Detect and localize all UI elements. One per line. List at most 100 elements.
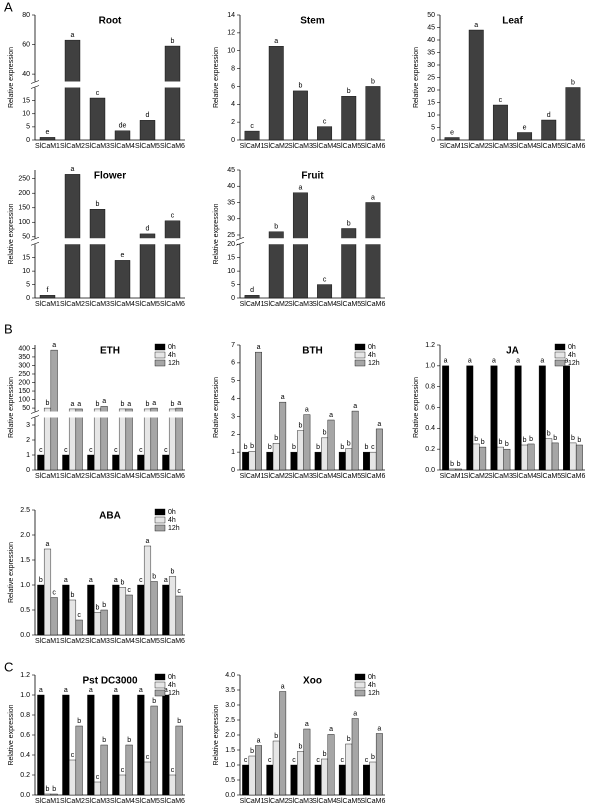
significance-letter: b	[250, 443, 254, 450]
legend-label: 0h	[368, 674, 376, 681]
y-axis-label: Relative expression	[413, 47, 420, 108]
x-tick-label: SlCaM4	[110, 798, 135, 805]
chart-title: Flower	[94, 171, 126, 182]
significance-letter: b	[121, 401, 125, 408]
bar	[112, 454, 120, 471]
significance-letter: b	[46, 786, 50, 793]
legend-swatch	[554, 351, 566, 359]
y-tick-label: 0	[26, 137, 30, 144]
significance-letter: b	[547, 431, 551, 438]
y-tick-label: 0.0	[20, 632, 30, 639]
y-tick-label: 50	[22, 234, 30, 241]
x-tick-label: SlCaM2	[60, 638, 85, 645]
y-tick-label: 20	[427, 87, 435, 94]
significance-letter: b	[96, 401, 100, 408]
significance-letter: b	[52, 786, 56, 793]
y-tick-label: 200	[18, 190, 30, 197]
y-tick-label: 0.8	[20, 712, 30, 719]
chart-title: Xoo	[303, 676, 322, 687]
significance-letter: a	[565, 358, 569, 365]
significance-letter: b	[323, 751, 327, 758]
y-tick-label: 0.6	[20, 732, 30, 739]
significance-letter: a	[64, 577, 68, 584]
significance-letter: a	[71, 166, 75, 173]
x-tick-label: SlCaM1	[240, 798, 265, 805]
significance-letter: a	[540, 358, 544, 365]
bar	[338, 764, 346, 796]
bar	[89, 97, 106, 141]
bar	[143, 761, 152, 796]
y-tick-label: 0	[26, 467, 30, 474]
bar	[62, 694, 70, 796]
x-tick-label: SlCaM4	[110, 143, 135, 150]
bar	[563, 365, 570, 471]
x-tick-label: SlCaM6	[160, 301, 185, 308]
significance-letter: c	[71, 752, 75, 759]
bar	[527, 443, 535, 471]
significance-letter: a	[516, 358, 520, 365]
y-axis-label: Relative expression	[213, 704, 220, 765]
significance-letter: b	[171, 401, 175, 408]
x-tick-label: SlCaM4	[312, 143, 337, 150]
x-tick-label: SlCaM2	[60, 798, 85, 805]
y-tick-label: 0.0	[20, 792, 30, 799]
x-tick-label: SlCaM2	[464, 143, 489, 150]
x-tick-label: SlCaM6	[160, 473, 185, 480]
y-axis-label: Relative expression	[8, 377, 15, 438]
significance-letter: b	[152, 573, 156, 580]
break-mark	[235, 241, 245, 246]
bar	[266, 764, 274, 796]
bar	[248, 451, 256, 471]
y-tick-label: 30	[427, 62, 435, 69]
significance-letter: b	[127, 737, 131, 744]
x-tick-label: SlCaM5	[135, 143, 160, 150]
significance-letter: c	[292, 757, 296, 764]
y-tick-label: 40	[22, 71, 30, 78]
significance-letter: c	[177, 588, 181, 595]
y-tick-label: 0.2	[20, 772, 30, 779]
bar	[139, 233, 156, 299]
significance-letter: de	[119, 123, 127, 130]
bar	[43, 793, 52, 796]
bar	[375, 428, 383, 471]
x-tick-label: SlCaM4	[110, 638, 135, 645]
bar	[93, 612, 102, 636]
legend-swatch	[154, 359, 166, 367]
significance-letter: c	[127, 587, 131, 594]
significance-letter: c	[171, 767, 175, 774]
significance-letter: b	[298, 423, 302, 430]
axis-break	[32, 238, 185, 245]
significance-letter: b	[274, 435, 278, 442]
x-tick-label: SlCaM3	[488, 473, 513, 480]
bar	[175, 407, 183, 471]
significance-letter: b	[274, 733, 278, 740]
significance-letter: b	[39, 577, 43, 584]
y-tick-label: 15	[22, 97, 30, 104]
chart-title: Stem	[300, 16, 325, 27]
bar	[296, 751, 304, 796]
legend-swatch	[354, 681, 366, 689]
legend-label: 4h	[568, 352, 576, 359]
bar	[75, 619, 83, 636]
bar	[272, 443, 280, 471]
x-tick-label: SlCaM5	[135, 473, 160, 480]
y-tick-label: 0	[431, 137, 435, 144]
bar	[64, 39, 81, 141]
significance-letter: b	[371, 754, 375, 761]
y-tick-label: 0	[231, 137, 235, 144]
bar	[137, 454, 145, 471]
bar	[37, 454, 45, 471]
legend-label: 4h	[168, 682, 176, 689]
panel-label: C	[4, 659, 13, 674]
significance-letter: b	[171, 568, 175, 575]
significance-letter: b	[250, 748, 254, 755]
bar	[538, 365, 546, 471]
chart-title: Pst DC3000	[82, 676, 137, 687]
significance-letter: a	[77, 401, 81, 408]
bar	[87, 454, 95, 471]
bar	[472, 443, 480, 471]
bar	[272, 740, 280, 796]
bar	[466, 365, 474, 471]
chart-title: ABA	[99, 511, 121, 522]
significance-letter: a	[46, 541, 50, 548]
